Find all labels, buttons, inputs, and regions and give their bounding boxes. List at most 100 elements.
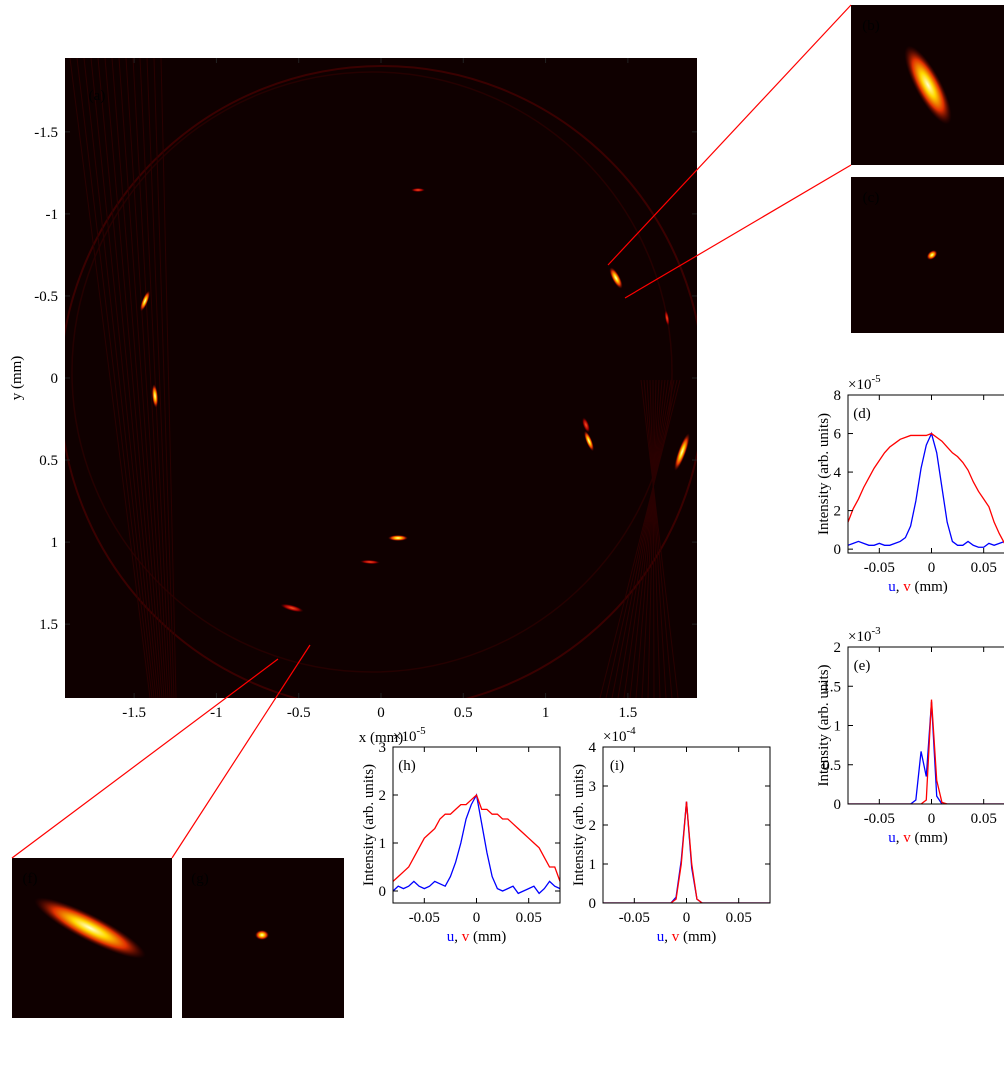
- axes-box: [602, 746, 771, 904]
- bright-spot: [280, 603, 304, 613]
- axes-box: [392, 746, 561, 904]
- x-axis-label: u, v (mm): [657, 929, 717, 945]
- bright-spot: [584, 430, 594, 452]
- axes-box: [847, 394, 1004, 554]
- x-label-part: v: [462, 929, 470, 945]
- plot-area: [603, 747, 770, 903]
- faint-streak: [104, 58, 161, 698]
- y-axis-label: Intensity (arb. units): [816, 413, 832, 535]
- zoom-connectors: [11, 4, 852, 859]
- x-tick-label: -1.5: [122, 705, 146, 721]
- multiplier-exponent: -5: [871, 373, 881, 385]
- faint-streak: [139, 58, 171, 698]
- panel-label: (g): [191, 871, 209, 887]
- y-tick-label: 3: [589, 779, 597, 795]
- panel-label: (c): [863, 190, 880, 206]
- y-tick-label: 8: [834, 388, 842, 404]
- multiplier-base: ×10: [393, 729, 416, 745]
- panel: -0.05 0 0.05 0 1 2 3 4 ×10-4 u, v (mm) Intensity (…: [571, 725, 771, 945]
- lines: [848, 431, 1004, 548]
- axis-multiplier: ×10-5: [848, 373, 881, 393]
- x-label-part: (mm): [911, 579, 948, 595]
- faint-streak: [76, 58, 153, 698]
- multiplier-base: ×10: [848, 377, 871, 393]
- plot-area: [393, 747, 560, 903]
- panel: -0.05 0 0.05 0 2 4 6 8 ×10-5 u, v (mm) Intensity (…: [816, 373, 1004, 595]
- x-tick-label: -0.05: [864, 811, 895, 827]
- y-tick-label: -0.5: [34, 289, 58, 305]
- image-area: [851, 5, 1004, 165]
- y-tick-label: 2: [834, 504, 842, 520]
- faint-streak: [160, 58, 177, 698]
- faint-streak: [643, 379, 673, 698]
- panel-label: (d): [853, 406, 871, 422]
- x-axis-label: u, v (mm): [447, 929, 507, 945]
- lines: [848, 699, 1004, 804]
- faint-streak: [641, 379, 660, 698]
- x-tick-label: 1.5: [619, 705, 638, 721]
- panel: -1.5 -1 -0.5 0 0.5 1 1.5 -1.5 -1 -0.5 0 0.5 1 1.5 x (m…: [9, 58, 697, 746]
- y-axis-label: Intensity (arb. units): [361, 764, 377, 886]
- x-tick-label: -0.5: [287, 705, 311, 721]
- bright-spot: [255, 930, 269, 940]
- faint-streak: [649, 379, 661, 698]
- y-tick-label: 2: [834, 640, 842, 656]
- panels: -1.5 -1 -0.5 0 0.5 1 1.5 -1.5 -1 -0.5 0 0.5 1 1.5 x (m…: [9, 5, 1004, 1018]
- faint-streak: [623, 379, 669, 698]
- bright-spot: [609, 267, 623, 289]
- x-tick-label: 0: [928, 811, 936, 827]
- faint-streak: [90, 58, 157, 698]
- connector-line: [171, 644, 311, 859]
- faint-streak: [69, 58, 151, 698]
- panel: (f): [12, 858, 172, 1018]
- plot-area: [848, 395, 1004, 553]
- faint-streak: [611, 379, 675, 698]
- faint-ring: [71, 71, 673, 673]
- bright-spot: [926, 250, 938, 260]
- panel: (g): [182, 858, 344, 1018]
- series-line: [848, 699, 1004, 804]
- y-tick-label: 0: [834, 797, 842, 813]
- panel-label: (b): [862, 18, 880, 34]
- y-tick-label: 1: [379, 836, 387, 852]
- x-tick-label: 0: [473, 910, 481, 926]
- x-tick-label: 0.05: [516, 910, 542, 926]
- faint-streak: [629, 379, 666, 698]
- panel-label: (a): [89, 88, 106, 104]
- bright-spot: [674, 433, 690, 471]
- x-label-part: v: [903, 830, 911, 846]
- faint-streak: [146, 58, 173, 698]
- panel-label: (h): [398, 758, 416, 774]
- x-label-part: v: [903, 579, 911, 595]
- panel: -0.05 0 0.05 0 1 2 3 ×10-5 u, v (mm) Intensity (a…: [361, 725, 561, 945]
- y-tick-label: 1.5: [822, 679, 841, 695]
- faint-streak: [647, 379, 657, 698]
- x-label-part: (mm): [679, 929, 716, 945]
- bright-spot: [388, 535, 408, 541]
- faint-streak: [97, 58, 159, 698]
- x-tick-label: -0.05: [864, 560, 895, 576]
- x-tick-label: 0.05: [726, 910, 752, 926]
- series-line: [603, 801, 770, 903]
- faint-streak: [599, 379, 681, 698]
- x-label-part: (mm): [911, 830, 948, 846]
- x-label-part: ,: [896, 830, 904, 846]
- bright-spot: [411, 188, 425, 192]
- x-axis-label: u, v (mm): [888, 579, 948, 595]
- y-tick-label: 1: [834, 719, 842, 735]
- x-tick-label: -0.05: [409, 910, 440, 926]
- x-tick-label: 0: [377, 705, 385, 721]
- faint-streak: [153, 58, 175, 698]
- x-label-part: u: [447, 929, 455, 945]
- faint-streak: [83, 58, 155, 698]
- bright-spot: [904, 45, 952, 125]
- panel: (b): [851, 5, 1004, 165]
- series-line: [393, 793, 560, 882]
- bright-spot: [151, 384, 159, 408]
- x-label-part: u: [657, 929, 665, 945]
- connector-line: [607, 4, 852, 266]
- y-tick-label: 0: [51, 371, 59, 387]
- y-tick-label: 6: [834, 427, 842, 443]
